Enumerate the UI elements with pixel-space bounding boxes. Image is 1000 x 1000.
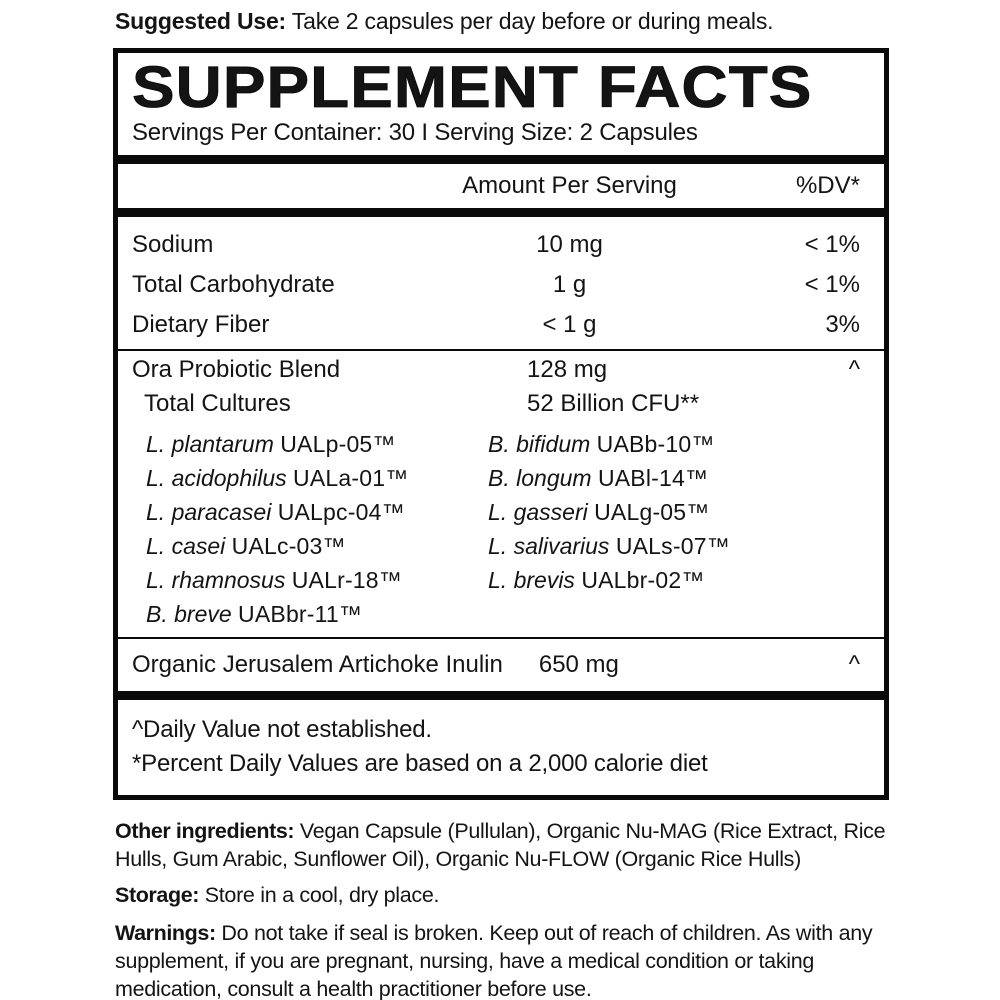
- nutrient-amount: 10 mg: [536, 231, 603, 258]
- strain-column-left: L. plantarum UALp-05™ L. acidophilus UAL…: [132, 427, 474, 631]
- nutrient-row-fiber: Dietary Fiber < 1 g 3%: [132, 305, 860, 345]
- nutrient-dv: 3%: [825, 311, 860, 338]
- blend-amount: 128 mg: [527, 356, 608, 383]
- nutrient-amount: < 1 g: [542, 311, 597, 338]
- strain-column-right: B. bifidum UABb-10™ B. longum UABl-14™ L…: [474, 427, 860, 631]
- storage-text: Store in a cool, dry place.: [204, 883, 440, 907]
- nutrient-amount: 1 g: [552, 271, 587, 298]
- inulin-dv-caret: ^: [848, 651, 860, 678]
- thin-divider: [118, 637, 884, 639]
- nutrient-name: Sodium: [132, 231, 214, 258]
- nutrient-rows: Sodium 10 mg < 1% Total Carbohydrate 1 g…: [118, 217, 884, 349]
- strain-item: L. brevis UALbr-02™: [474, 563, 860, 597]
- strain-code: UABl-14™: [597, 465, 709, 491]
- inulin-name: Organic Jerusalem Artichoke Inulin: [132, 651, 503, 678]
- nutrient-row-carbohydrate: Total Carbohydrate 1 g < 1%: [132, 265, 860, 305]
- strain-item: L. gasseri UALg-05™: [474, 495, 860, 529]
- column-header-row: Amount Per Serving %DV*: [118, 164, 884, 208]
- strain-item: L. rhamnosus UALr-18™: [132, 563, 474, 597]
- strain-code: UALg-05™: [594, 499, 710, 525]
- strain-item: L. paracasei UALpc-04™: [132, 495, 474, 529]
- suggested-use-text: Take 2 capsules per day before or during…: [291, 8, 774, 34]
- strain-list: L. plantarum UALp-05™ L. acidophilus UAL…: [118, 423, 884, 637]
- dv-header: %DV*: [795, 172, 860, 199]
- strain-species: L. paracasei: [146, 499, 272, 525]
- warnings-label: Warnings:: [115, 921, 216, 945]
- strain-code: UALp-05™: [280, 431, 396, 457]
- strain-item: L. plantarum UALp-05™: [132, 427, 474, 461]
- thick-divider: [118, 691, 884, 700]
- other-ingredients-text: Vegan Capsule (Pullulan), Organic Nu-MAG…: [115, 819, 886, 871]
- suggested-use-label: Suggested Use:: [115, 8, 287, 34]
- suggested-use-line: Suggested Use: Take 2 capsules per day b…: [115, 8, 1000, 35]
- footnote-percent-dv: *Percent Daily Values are based on a 2,0…: [132, 750, 708, 777]
- strain-code: UALc-03™: [231, 533, 346, 559]
- strain-species: L. acidophilus: [146, 465, 287, 491]
- strain-species: L. gasseri: [488, 499, 588, 525]
- strain-code: UALa-01™: [293, 465, 409, 491]
- strain-item: L. salivarius UALs-07™: [474, 529, 860, 563]
- total-cultures-label: Total Cultures: [144, 390, 291, 417]
- total-cultures-row: Total Cultures 52 Billion CFU**: [132, 387, 860, 421]
- strain-item: B. breve UABbr-11™: [132, 597, 474, 631]
- panel-title: SUPPLEMENT FACTS: [132, 55, 813, 120]
- inulin-amount: 650 mg: [538, 651, 619, 678]
- empty-dv-cell: [746, 387, 860, 421]
- strain-species: L. brevis: [488, 567, 575, 593]
- probiotic-blend-section: Ora Probiotic Blend 128 mg ^ Total Cultu…: [118, 351, 884, 423]
- thick-divider: [118, 208, 884, 217]
- strain-item: L. casei UALc-03™: [132, 529, 474, 563]
- blend-name: Ora Probiotic Blend: [132, 356, 341, 383]
- warnings: Warnings: Do not take if seal is broken.…: [115, 919, 901, 1000]
- thin-divider: [118, 349, 884, 351]
- strain-species: L. plantarum: [146, 431, 274, 457]
- blend-row: Ora Probiotic Blend 128 mg ^: [132, 353, 860, 387]
- strain-species: L. salivarius: [488, 533, 610, 559]
- strain-species: B. breve: [146, 601, 232, 627]
- strain-species: B. bifidum: [488, 431, 591, 457]
- warnings-text: Do not take if seal is broken. Keep out …: [115, 921, 873, 1000]
- nutrient-dv: < 1%: [804, 231, 860, 258]
- other-ingredients-label: Other ingredients:: [115, 819, 295, 843]
- strain-species: B. longum: [488, 465, 592, 491]
- footnotes: ^Daily Value not established. *Percent D…: [118, 700, 884, 795]
- strain-item: B. bifidum UABb-10™: [474, 427, 860, 461]
- amount-per-serving-header: Amount Per Serving: [462, 172, 677, 199]
- strain-code: UALr-18™: [291, 567, 402, 593]
- blend-dv-caret: ^: [848, 356, 860, 383]
- nutrient-name: Total Carbohydrate: [132, 271, 335, 298]
- nutrient-row-sodium: Sodium 10 mg < 1%: [132, 225, 860, 265]
- panel-header: SUPPLEMENT FACTS Servings Per Container:…: [118, 53, 884, 155]
- nutrient-name: Dietary Fiber: [132, 311, 270, 338]
- strain-code: UALpc-04™: [277, 499, 405, 525]
- supplement-facts-panel: SUPPLEMENT FACTS Servings Per Container:…: [113, 48, 889, 800]
- footnote-daily-value: ^Daily Value not established.: [132, 716, 432, 743]
- strain-item: L. acidophilus UALa-01™: [132, 461, 474, 495]
- servings-line: Servings Per Container: 30 I Serving Siz…: [132, 119, 698, 146]
- strain-species: L. rhamnosus: [146, 567, 286, 593]
- thick-divider: [118, 155, 884, 164]
- storage: Storage: Store in a cool, dry place.: [115, 881, 901, 909]
- other-ingredients: Other ingredients: Vegan Capsule (Pullul…: [115, 817, 901, 873]
- strain-species: L. casei: [146, 533, 226, 559]
- strain-code: UALs-07™: [615, 533, 730, 559]
- total-cultures-amount: 52 Billion CFU**: [527, 390, 700, 417]
- strain-code: UALbr-02™: [581, 567, 705, 593]
- strain-item: B. longum UABl-14™: [474, 461, 860, 495]
- nutrient-dv: < 1%: [804, 271, 860, 298]
- storage-label: Storage:: [115, 883, 200, 907]
- inulin-row: Organic Jerusalem Artichoke Inulin 650 m…: [118, 639, 884, 691]
- strain-code: UABbr-11™: [238, 601, 363, 627]
- strain-code: UABb-10™: [596, 431, 715, 457]
